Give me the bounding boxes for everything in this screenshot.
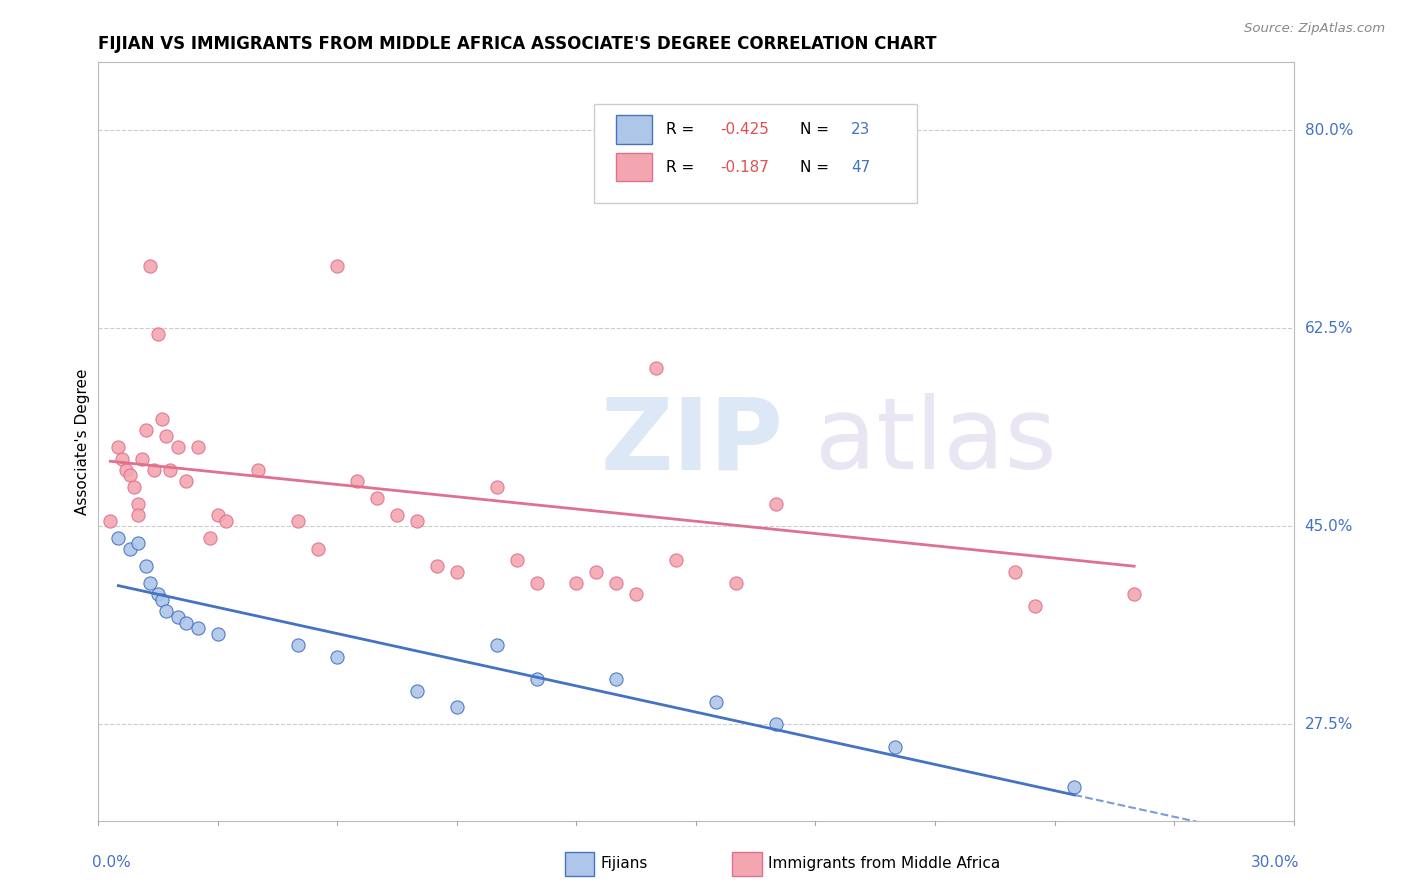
FancyBboxPatch shape (595, 104, 917, 202)
Point (98, 514, 122, 528)
Point (159, 463, 181, 477)
Point (124, 480, 146, 494)
Point (526, 672, 548, 686)
Point (307, 542, 329, 557)
Point (174, 474, 197, 488)
Point (131, 451, 153, 466)
Text: atlas: atlas (815, 393, 1057, 490)
Point (167, 440, 190, 454)
Point (1123, 587, 1146, 601)
Point (865, 169, 887, 183)
Point (765, 497, 787, 511)
Point (626, 587, 648, 601)
Point (704, 695, 727, 709)
Text: 80.0%: 80.0% (1305, 123, 1353, 138)
Point (127, 508, 149, 522)
Text: -0.425: -0.425 (720, 121, 769, 136)
Point (246, 463, 269, 477)
Point (120, 542, 142, 557)
Text: -0.187: -0.187 (720, 160, 769, 175)
Point (215, 514, 238, 528)
Point (150, 412, 173, 426)
Point (605, 672, 627, 686)
Point (446, 700, 468, 714)
Point (111, 451, 134, 466)
FancyBboxPatch shape (733, 852, 762, 876)
Point (645, 361, 668, 376)
Text: ZIP: ZIP (600, 393, 783, 490)
Point (406, 683, 429, 698)
Point (585, 565, 607, 579)
Point (1004, 565, 1026, 579)
Point (127, 497, 149, 511)
Point (120, 468, 142, 483)
Point (506, 553, 529, 567)
Text: 45.0%: 45.0% (1305, 519, 1353, 534)
Point (765, 717, 787, 731)
Point (1063, 780, 1085, 794)
Point (135, 559, 157, 574)
Point (148, 326, 170, 341)
Point (406, 514, 429, 528)
Text: 30.0%: 30.0% (1251, 855, 1299, 870)
Point (198, 531, 221, 545)
Text: R =: R = (666, 160, 699, 175)
Point (346, 474, 368, 488)
Point (565, 576, 588, 591)
Point (485, 638, 508, 652)
Point (426, 559, 449, 574)
Point (143, 463, 166, 477)
FancyBboxPatch shape (616, 153, 652, 181)
Y-axis label: Associate's Degree: Associate's Degree (75, 368, 90, 515)
Point (148, 587, 170, 601)
Point (187, 440, 209, 454)
Point (135, 423, 157, 437)
Point (150, 593, 173, 607)
Text: N =: N = (800, 160, 834, 175)
Text: N =: N = (800, 121, 834, 136)
Point (155, 604, 177, 618)
Text: 27.5%: 27.5% (1305, 717, 1353, 732)
Point (127, 536, 149, 550)
Point (605, 576, 627, 591)
Text: 23: 23 (852, 121, 870, 136)
Text: FIJIAN VS IMMIGRANTS FROM MIDDLE AFRICA ASSOCIATE'S DEGREE CORRELATION CHART: FIJIAN VS IMMIGRANTS FROM MIDDLE AFRICA … (98, 35, 936, 53)
Point (884, 740, 907, 755)
Point (665, 553, 688, 567)
Point (107, 531, 129, 545)
Text: Source: ZipAtlas.com: Source: ZipAtlas.com (1244, 22, 1385, 36)
Point (174, 615, 197, 630)
Point (326, 259, 349, 273)
Text: 0.0%: 0.0% (93, 855, 131, 870)
Point (287, 514, 309, 528)
Point (107, 440, 129, 454)
Text: Fijians: Fijians (600, 856, 648, 871)
Point (326, 649, 349, 664)
Text: R =: R = (666, 121, 699, 136)
Text: 62.5%: 62.5% (1305, 321, 1353, 336)
Point (139, 259, 162, 273)
Point (287, 638, 309, 652)
FancyBboxPatch shape (616, 115, 652, 144)
Point (526, 576, 548, 591)
Point (167, 610, 190, 624)
Point (207, 627, 229, 641)
FancyBboxPatch shape (565, 852, 595, 876)
Point (366, 491, 388, 505)
Point (724, 576, 747, 591)
Point (139, 576, 162, 591)
Text: 47: 47 (852, 160, 870, 175)
Point (1024, 599, 1046, 613)
Point (155, 429, 177, 443)
Point (385, 508, 409, 522)
Text: Immigrants from Middle Africa: Immigrants from Middle Africa (768, 856, 1000, 871)
Point (207, 508, 229, 522)
Point (187, 621, 209, 635)
Point (115, 463, 138, 477)
Point (446, 565, 468, 579)
Point (485, 480, 508, 494)
